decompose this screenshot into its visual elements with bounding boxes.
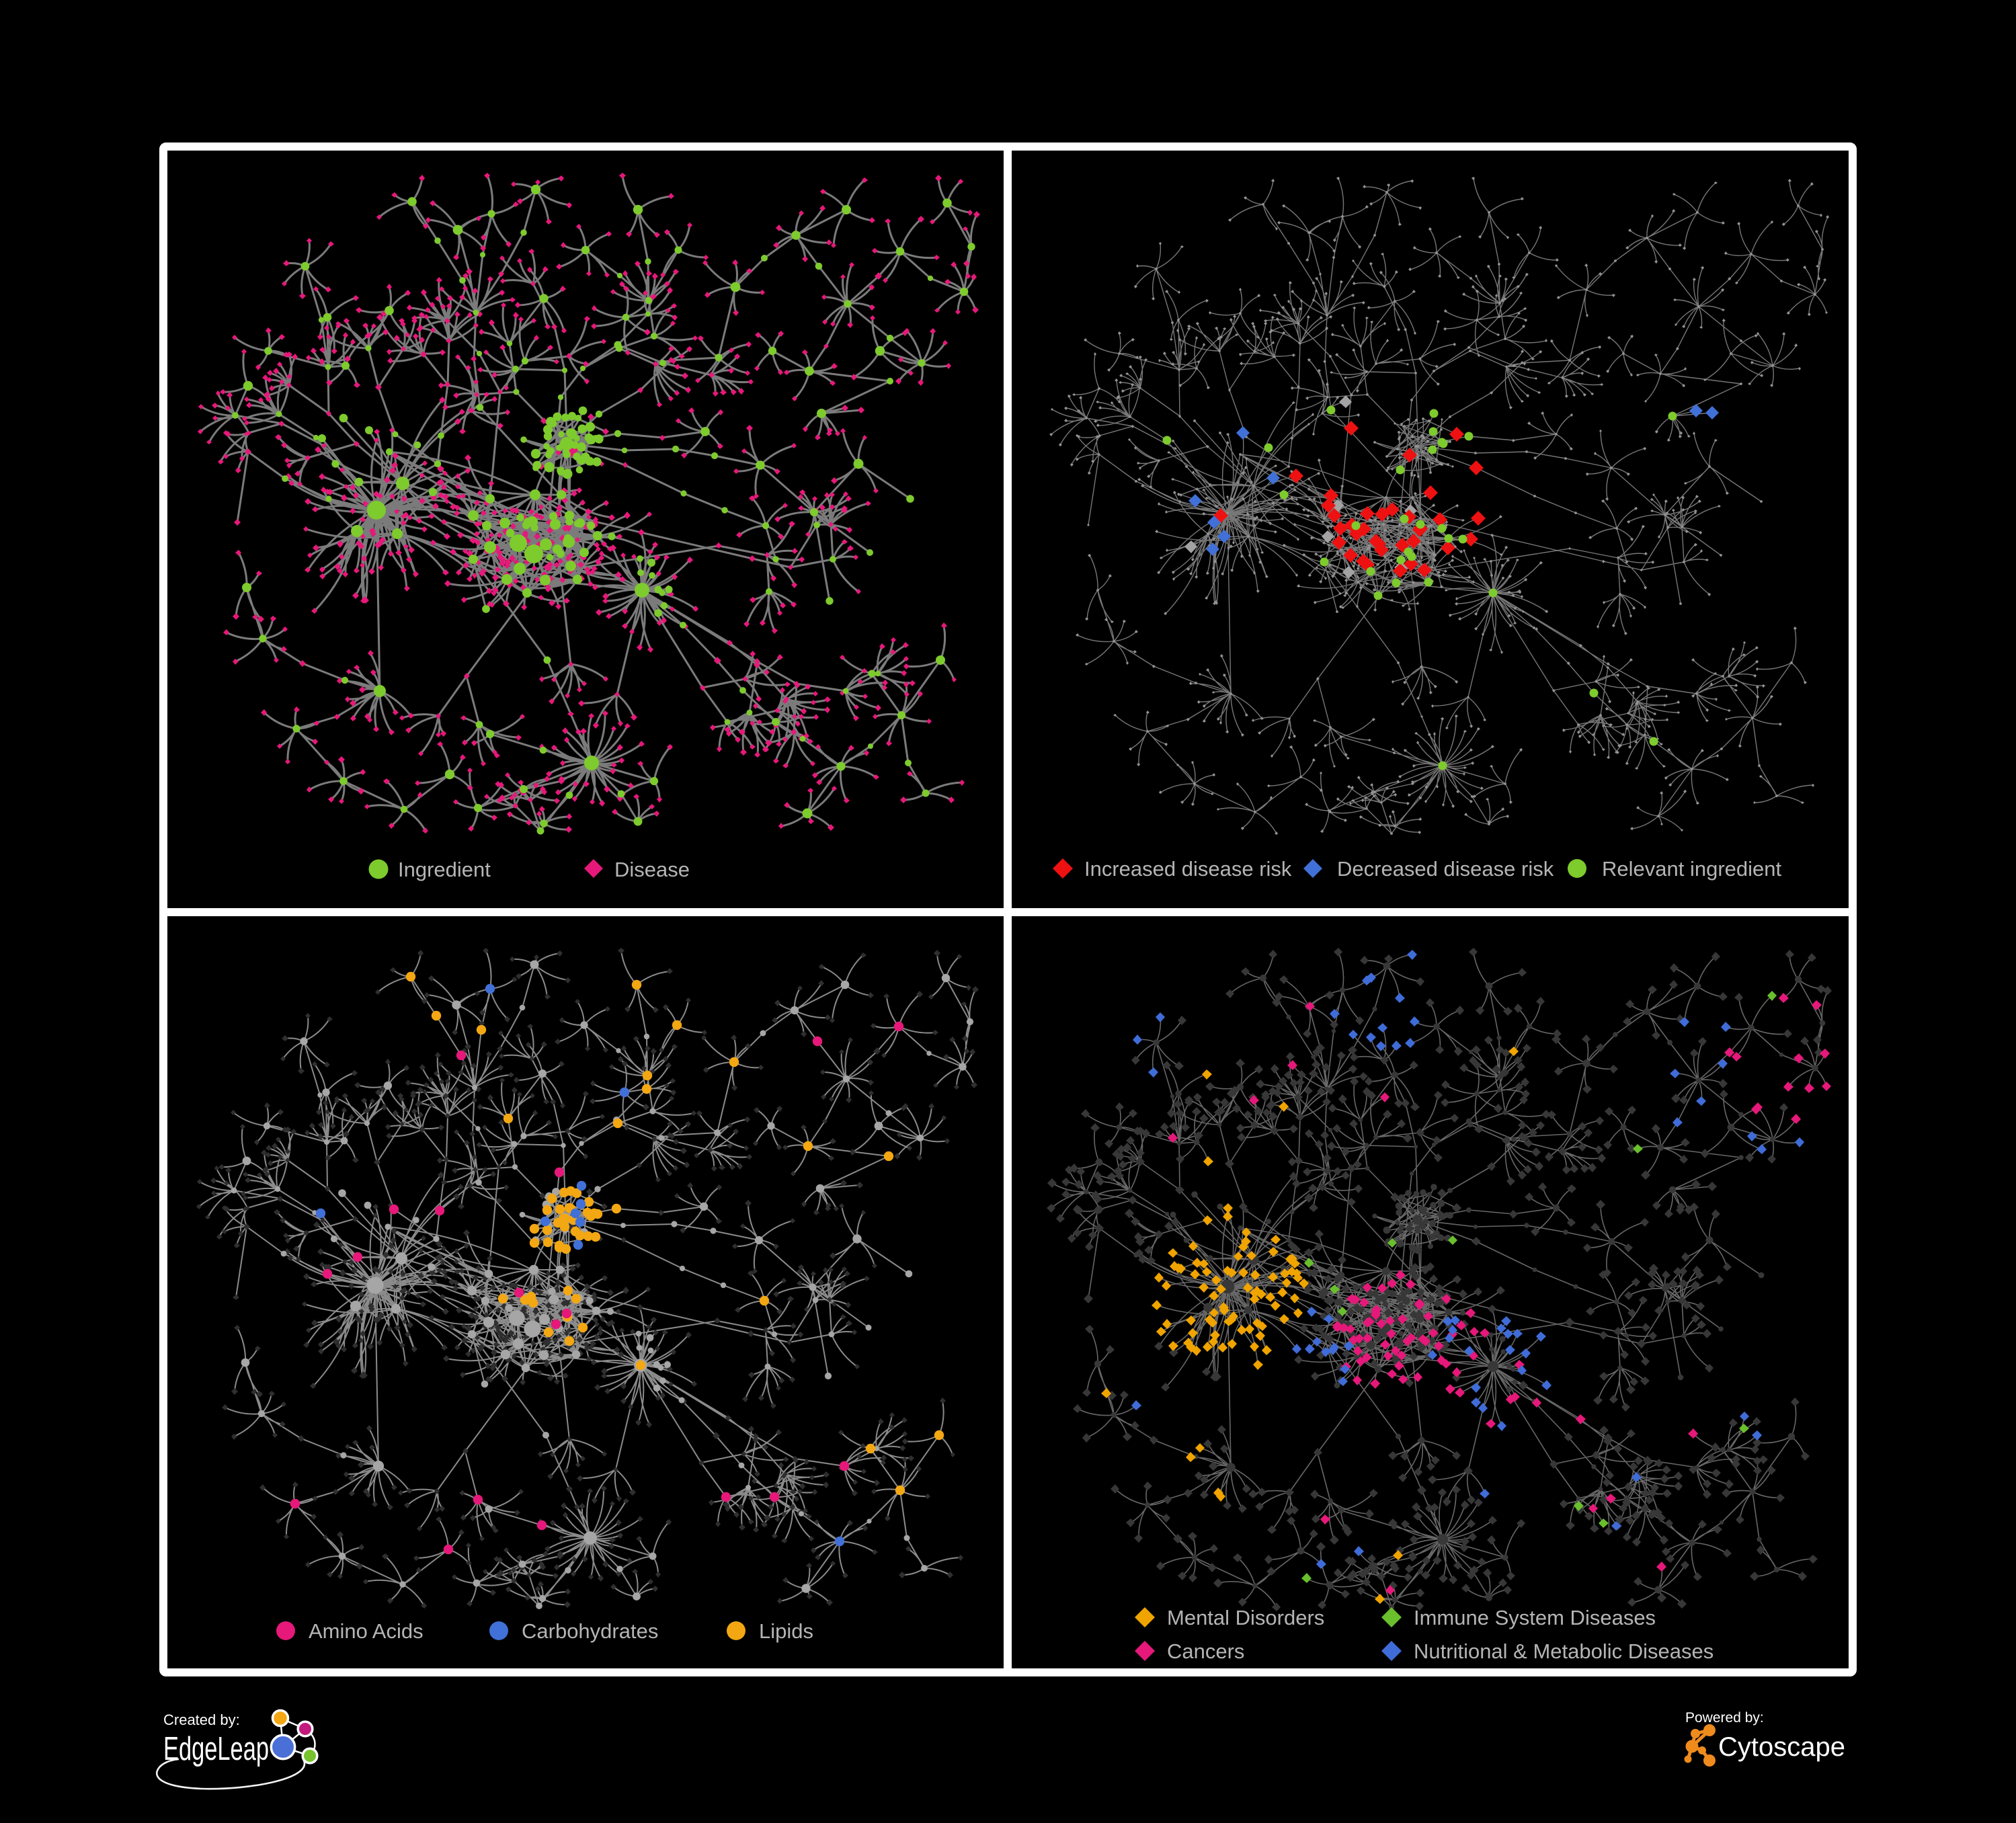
svg-text:Cytoscape: Cytoscape bbox=[1718, 1732, 1845, 1762]
svg-text:Lipids: Lipids bbox=[759, 1619, 813, 1643]
svg-text:Amino Acids: Amino Acids bbox=[309, 1619, 424, 1643]
svg-text:Disease: Disease bbox=[614, 858, 690, 881]
svg-text:Increased disease risk: Increased disease risk bbox=[1084, 857, 1292, 881]
svg-text:Ingredient: Ingredient bbox=[398, 858, 491, 881]
svg-text:Carbohydrates: Carbohydrates bbox=[522, 1619, 658, 1643]
svg-text:Cancers: Cancers bbox=[1167, 1639, 1244, 1663]
svg-text:EdgeLeap: EdgeLeap bbox=[163, 1731, 269, 1767]
svg-text:Mental Disorders: Mental Disorders bbox=[1167, 1606, 1324, 1629]
svg-text:Decreased disease risk: Decreased disease risk bbox=[1337, 857, 1554, 881]
svg-text:Relevant ingredient: Relevant ingredient bbox=[1602, 857, 1782, 881]
svg-text:Powered by:: Powered by: bbox=[1685, 1710, 1764, 1726]
svg-text:Immune System Diseases: Immune System Diseases bbox=[1414, 1606, 1656, 1629]
svg-text:Created by:: Created by: bbox=[163, 1711, 240, 1728]
svg-text:Nutritional & Metabolic Diseas: Nutritional & Metabolic Diseases bbox=[1414, 1639, 1713, 1663]
